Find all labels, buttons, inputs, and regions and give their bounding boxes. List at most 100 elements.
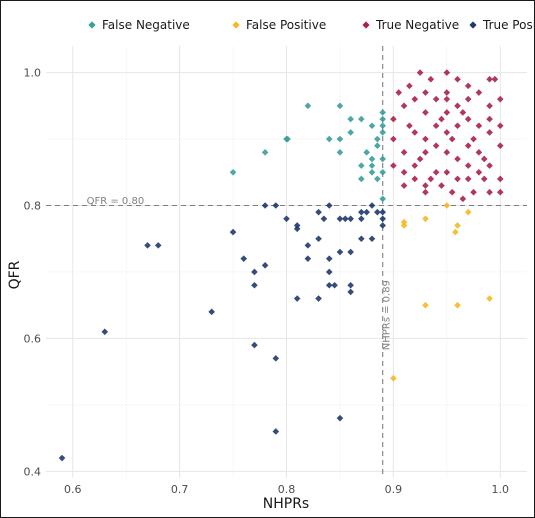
point-true-positive <box>101 328 109 336</box>
point-true-negative <box>443 69 451 76</box>
point-true-negative <box>475 122 483 130</box>
data-points <box>58 69 504 462</box>
point-true-positive <box>251 281 258 289</box>
point-true-negative <box>438 115 445 123</box>
point-true-positive <box>325 268 333 276</box>
point-false-negative <box>363 149 370 156</box>
point-true-negative <box>400 102 408 110</box>
point-true-negative <box>411 175 419 183</box>
point-true-negative <box>480 155 488 163</box>
point-true-positive <box>368 235 376 243</box>
point-true-positive <box>347 215 354 223</box>
point-false-positive <box>464 208 472 216</box>
point-false-negative <box>284 135 291 143</box>
x-axis-ticks: 0.6 0.7 0.8 0.9 1.0 <box>64 483 509 496</box>
point-true-negative <box>470 188 477 196</box>
point-true-positive <box>374 208 381 216</box>
point-true-positive <box>208 308 215 316</box>
point-true-negative <box>411 162 419 169</box>
point-true-positive <box>272 202 280 209</box>
point-true-positive <box>293 295 301 302</box>
point-true-positive <box>347 248 354 256</box>
nhprs-threshold-label: NHPRs = 0.89 <box>382 280 393 350</box>
point-false-positive <box>422 301 429 309</box>
point-true-positive <box>261 202 269 209</box>
point-true-negative <box>475 149 483 156</box>
point-true-negative <box>443 95 451 103</box>
point-true-negative <box>406 82 413 90</box>
point-true-negative <box>427 75 435 83</box>
point-false-positive <box>454 301 461 309</box>
point-false-negative <box>374 142 381 149</box>
x-tick-label: 0.8 <box>278 483 296 496</box>
point-true-positive <box>363 208 370 216</box>
point-true-positive <box>379 208 386 216</box>
point-false-negative <box>336 149 344 156</box>
point-true-positive <box>261 262 269 269</box>
point-false-negative <box>358 115 365 123</box>
point-false-negative <box>368 122 376 130</box>
point-true-positive <box>336 414 344 422</box>
point-false-negative <box>379 115 386 123</box>
point-true-negative <box>432 142 440 149</box>
legend-label-false-negative: False Negative <box>102 18 190 32</box>
point-true-negative <box>454 75 461 83</box>
point-true-negative <box>443 149 451 156</box>
point-true-positive <box>251 268 258 276</box>
point-true-negative <box>432 168 440 176</box>
point-true-negative <box>422 89 429 96</box>
point-true-positive <box>315 295 322 302</box>
point-true-positive <box>315 235 322 243</box>
point-true-negative <box>480 175 488 183</box>
legend-key-true-negative <box>362 21 370 29</box>
point-true-negative <box>390 115 397 123</box>
legend-key-false-positive <box>232 21 240 29</box>
point-true-negative <box>400 149 408 156</box>
point-true-positive <box>304 255 312 262</box>
x-tick-label: 1.0 <box>492 483 510 496</box>
legend-label-true-negative: True Negative <box>375 18 459 32</box>
point-true-positive <box>304 242 312 249</box>
x-tick-label: 0.7 <box>171 483 189 496</box>
point-true-negative <box>422 135 429 143</box>
point-false-negative <box>336 135 344 143</box>
point-true-positive <box>272 355 280 362</box>
legend-key-true-positive <box>469 21 477 29</box>
point-true-negative <box>443 89 451 96</box>
point-true-negative <box>496 175 504 183</box>
point-true-negative <box>390 135 397 143</box>
point-false-negative <box>358 162 365 169</box>
point-true-negative <box>496 142 504 149</box>
point-true-positive <box>325 202 333 209</box>
point-true-negative <box>448 135 456 143</box>
point-false-positive <box>422 215 429 223</box>
point-false-negative <box>379 129 386 136</box>
point-true-negative <box>411 95 419 103</box>
point-true-positive <box>358 235 365 243</box>
point-false-positive <box>400 222 408 229</box>
point-true-negative <box>411 129 419 136</box>
point-false-positive <box>400 218 408 226</box>
point-true-positive <box>293 222 301 229</box>
point-true-positive <box>320 215 328 223</box>
point-true-positive <box>336 248 344 256</box>
point-true-positive <box>358 215 365 223</box>
point-true-negative <box>422 109 429 116</box>
point-true-negative <box>448 188 456 196</box>
point-true-positive <box>283 215 290 223</box>
point-true-negative <box>390 162 397 169</box>
point-false-negative <box>374 175 381 183</box>
point-false-negative <box>379 155 386 163</box>
point-true-positive <box>293 225 301 233</box>
point-true-positive <box>240 255 248 262</box>
point-true-positive <box>331 281 338 289</box>
point-false-negative <box>325 135 333 143</box>
plot-panel-grid <box>46 46 527 478</box>
point-true-negative <box>464 95 472 103</box>
point-true-positive <box>325 255 333 262</box>
point-false-negative <box>368 155 376 163</box>
point-false-negative <box>379 168 386 176</box>
y-tick-label: 0.4 <box>24 465 42 478</box>
point-true-negative <box>454 175 461 183</box>
